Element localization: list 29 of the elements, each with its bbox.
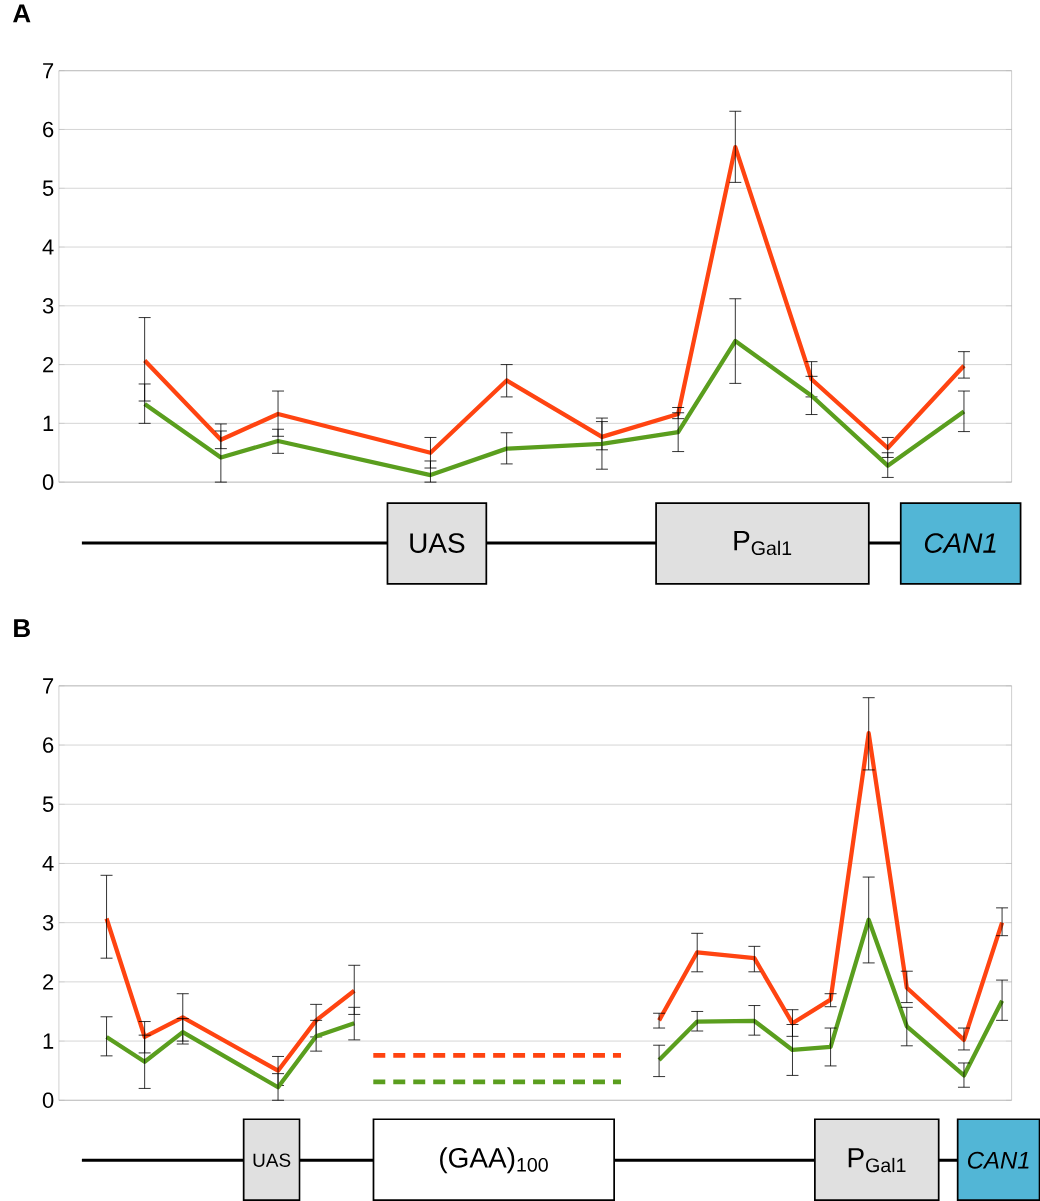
text: UAS — [410, 533, 465, 553]
y-tick-label: 4 — [42, 855, 54, 872]
y-tick-label: 0 — [42, 474, 54, 490]
y-tick-label: 5 — [42, 796, 54, 812]
y-tick-label: 7 — [42, 678, 53, 694]
chart-title: B — [13, 619, 30, 638]
text: UAS — [253, 1153, 291, 1167]
text: CAN1 — [924, 533, 996, 553]
y-tick-label: 1 — [43, 415, 53, 431]
y-tick-label: 7 — [42, 63, 53, 79]
y-tick-label: 6 — [42, 737, 54, 753]
y-tick-label: 2 — [42, 356, 53, 373]
y-tick-label: 3 — [42, 914, 54, 931]
y-tick-label: 4 — [42, 239, 54, 255]
line-series — [142, 144, 966, 455]
line-series — [142, 338, 966, 478]
y-tick-label: 0 — [42, 1092, 54, 1109]
line-series — [104, 916, 357, 1073]
line-series — [104, 1021, 357, 1090]
text: CAN1 — [967, 1151, 1029, 1169]
y-tick-label: 5 — [42, 180, 54, 196]
y-tick-label: 2 — [42, 974, 53, 990]
y-tick-label: 1 — [43, 1033, 53, 1049]
y-tick-label: 6 — [42, 121, 54, 138]
text: (GAA)$_{100}$ — [439, 1147, 548, 1174]
text: P$_{Gal1}$ — [848, 1148, 906, 1173]
y-tick-label: 3 — [42, 298, 54, 314]
text: P$_{Gal1}$ — [734, 531, 791, 556]
chart-title: A — [12, 4, 31, 23]
